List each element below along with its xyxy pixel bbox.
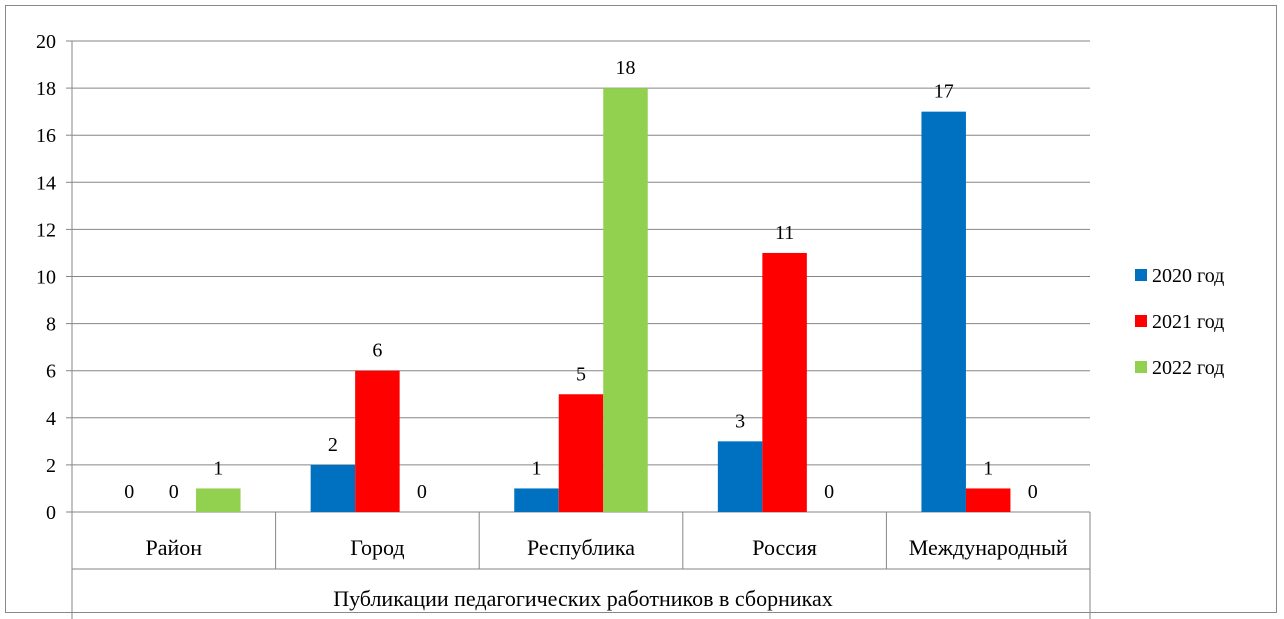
bar xyxy=(921,111,966,513)
legend-entry: 2021 год xyxy=(1152,311,1224,333)
bar xyxy=(965,488,1011,512)
legend: 2020 год 2021 год 2022 год xyxy=(1135,265,1224,379)
legend-swatch xyxy=(1135,269,1147,281)
x-category-label: Город xyxy=(350,535,404,560)
data-label: 0 xyxy=(1028,481,1038,503)
bar xyxy=(514,488,559,512)
legend-entry: 2022 год xyxy=(1152,357,1224,379)
bar xyxy=(355,370,400,512)
bars xyxy=(196,88,1011,513)
y-tick-label: 4 xyxy=(46,408,56,430)
y-tick-label: 14 xyxy=(36,172,56,194)
x-category-label: Район xyxy=(146,535,203,560)
legend-swatch xyxy=(1135,315,1147,327)
legend-swatch xyxy=(1135,361,1147,373)
data-label: 6 xyxy=(372,340,382,362)
data-label: 0 xyxy=(417,481,427,503)
bar xyxy=(762,252,807,512)
x-category-label: Россия xyxy=(752,535,817,560)
data-label: 3 xyxy=(735,410,745,432)
bar xyxy=(310,464,356,512)
y-tick-label: 12 xyxy=(36,219,56,241)
data-label: 0 xyxy=(124,481,134,503)
y-tick-label: 18 xyxy=(36,78,56,100)
y-tick-label: 8 xyxy=(46,314,56,336)
data-label: 11 xyxy=(775,222,794,244)
y-tick-label: 6 xyxy=(46,361,56,383)
y-tick-label: 2 xyxy=(46,455,56,477)
bar xyxy=(717,441,763,512)
data-label: 2 xyxy=(328,434,338,456)
data-label: 1 xyxy=(532,457,542,479)
bar xyxy=(603,88,648,512)
x-category-label: Международный xyxy=(909,535,1068,560)
bar xyxy=(196,488,241,512)
data-label: 0 xyxy=(824,481,834,503)
data-label: 1 xyxy=(983,457,993,479)
y-tick-label: 0 xyxy=(46,502,56,524)
data-label: 5 xyxy=(576,363,586,385)
data-label: 0 xyxy=(169,481,179,503)
bar xyxy=(558,394,604,512)
x-category-label: Республика xyxy=(527,535,635,560)
data-label: 1 xyxy=(213,457,223,479)
legend-entry: 2020 год xyxy=(1152,265,1224,287)
x-group-label: Публикации педагогических работников в с… xyxy=(333,586,833,611)
y-tick-label: 20 xyxy=(36,31,56,53)
data-label: 17 xyxy=(934,81,954,103)
data-label: 18 xyxy=(616,57,636,79)
y-tick-label: 10 xyxy=(36,267,56,289)
grid-lines xyxy=(72,40,1090,466)
y-tick-label: 16 xyxy=(36,125,56,147)
